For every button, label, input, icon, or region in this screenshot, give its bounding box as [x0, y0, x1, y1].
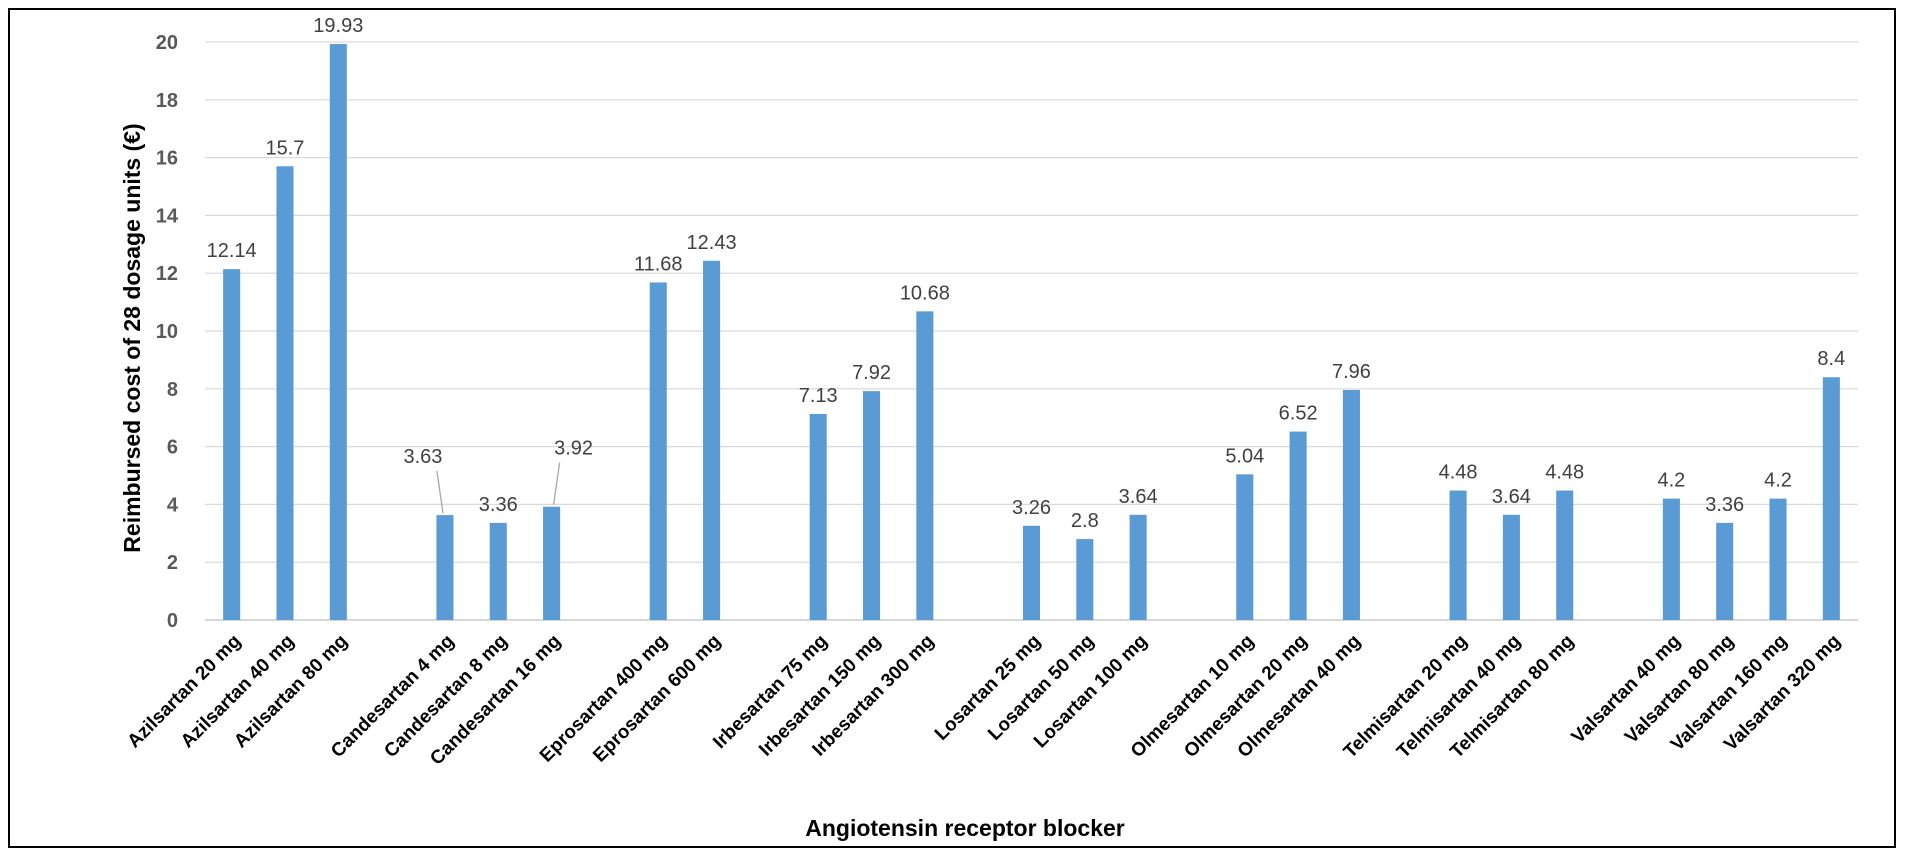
data-label: 3.64 — [1492, 486, 1531, 508]
bar — [1022, 525, 1041, 620]
data-label: 3.26 — [1012, 497, 1051, 519]
bar — [1236, 474, 1254, 620]
bar — [436, 515, 454, 620]
data-label: 3.63 — [403, 446, 442, 468]
data-label: 4.2 — [1657, 470, 1685, 492]
data-label: 4.2 — [1764, 470, 1792, 492]
y-tick-label: 14 — [156, 205, 179, 227]
bars — [223, 44, 1840, 620]
data-label: 12.14 — [207, 240, 257, 262]
chart-frame — [8, 8, 1896, 848]
bar — [1502, 514, 1520, 620]
bar — [1662, 498, 1680, 620]
data-label: 3.36 — [1705, 494, 1744, 516]
bar — [1289, 431, 1307, 620]
data-label: 10.68 — [900, 282, 950, 304]
data-label: 19.93 — [313, 15, 363, 37]
bar — [1129, 514, 1147, 620]
leader-lines — [436, 462, 561, 514]
leader-line — [436, 471, 444, 514]
bar — [1342, 389, 1360, 620]
data-label: 15.7 — [266, 137, 305, 159]
y-tick-labels: 0 2 4 6 8 10 12 14 16 18 20 — [156, 32, 179, 632]
y-tick-label: 16 — [156, 148, 178, 170]
data-label: 11.68 — [634, 253, 683, 275]
data-label: 12.43 — [687, 232, 737, 254]
data-label: 7.92 — [852, 362, 891, 384]
data-label: 7.13 — [799, 385, 838, 407]
y-axis-title: Reimbursed cost of 28 dosage units (€) — [119, 123, 145, 552]
data-label: 3.92 — [554, 438, 593, 460]
y-tick-label: 0 — [167, 610, 178, 632]
data-label: 7.96 — [1332, 361, 1371, 383]
bar — [1556, 490, 1574, 620]
data-label: 3.64 — [1119, 486, 1158, 508]
y-tick-label: 10 — [156, 321, 178, 343]
data-label: 8.4 — [1817, 348, 1845, 370]
y-tick-label: 4 — [167, 494, 179, 516]
bar — [543, 506, 561, 620]
bar — [703, 260, 721, 620]
data-label: 2.8 — [1071, 510, 1099, 532]
bar — [329, 44, 347, 620]
bar — [489, 522, 507, 620]
bar — [1449, 490, 1467, 620]
bar — [223, 269, 241, 620]
y-tick-label: 20 — [156, 32, 178, 54]
bar — [1716, 522, 1734, 620]
gridlines — [205, 41, 1858, 621]
bar — [1076, 539, 1094, 620]
data-label: 6.52 — [1279, 403, 1318, 425]
data-label: 3.36 — [479, 494, 518, 516]
bar — [809, 413, 827, 620]
bar — [916, 311, 934, 620]
leader-line — [552, 462, 561, 505]
y-tick-label: 18 — [156, 90, 178, 112]
data-label: 5.04 — [1225, 445, 1264, 467]
bar — [649, 282, 667, 620]
x-axis-title: Angiotensin receptor blocker — [805, 815, 1125, 841]
y-tick-label: 8 — [167, 379, 178, 401]
bar — [1822, 377, 1840, 620]
y-tick-label: 12 — [156, 263, 178, 285]
y-tick-label: 6 — [167, 437, 178, 459]
bar — [863, 391, 881, 620]
bar — [1769, 498, 1787, 620]
data-label: 4.48 — [1545, 462, 1584, 484]
y-tick-label: 2 — [167, 552, 178, 574]
data-label: 4.48 — [1439, 462, 1478, 484]
bar — [276, 166, 294, 620]
